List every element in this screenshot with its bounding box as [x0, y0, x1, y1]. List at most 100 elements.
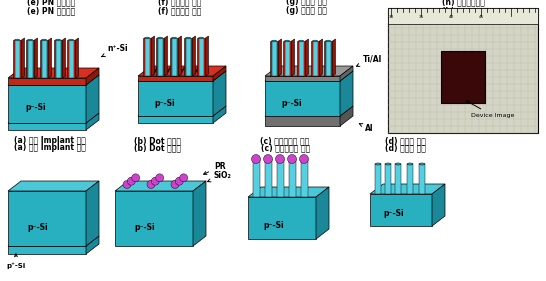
Polygon shape [278, 39, 282, 76]
Polygon shape [300, 159, 307, 197]
Circle shape [171, 180, 179, 189]
Polygon shape [432, 184, 445, 226]
Ellipse shape [385, 163, 391, 165]
Polygon shape [156, 38, 164, 76]
Polygon shape [138, 76, 213, 81]
Polygon shape [276, 159, 283, 197]
Polygon shape [197, 38, 205, 76]
Ellipse shape [27, 39, 33, 41]
Text: (f) 활성영역 형성: (f) 활성영역 형성 [158, 0, 201, 6]
Text: Al: Al [359, 124, 373, 133]
Circle shape [288, 155, 296, 164]
Text: PR: PR [204, 162, 225, 175]
Text: 35: 35 [418, 15, 424, 19]
Circle shape [123, 180, 131, 189]
Polygon shape [39, 40, 49, 78]
Polygon shape [27, 40, 33, 78]
Polygon shape [138, 71, 226, 81]
Polygon shape [15, 40, 20, 78]
Text: p⁻-Si: p⁻-Si [281, 99, 301, 108]
Polygon shape [288, 159, 295, 197]
Polygon shape [41, 40, 46, 78]
Polygon shape [169, 38, 179, 76]
Circle shape [175, 177, 183, 185]
Polygon shape [370, 194, 432, 226]
Text: Ti/Al: Ti/Al [357, 54, 382, 66]
Polygon shape [56, 40, 61, 78]
Polygon shape [205, 36, 209, 76]
Polygon shape [171, 38, 176, 76]
Polygon shape [292, 39, 294, 76]
Ellipse shape [68, 39, 74, 41]
Polygon shape [26, 40, 34, 78]
Circle shape [264, 155, 272, 164]
Text: (e) PN 접합형성: (e) PN 접합형성 [27, 0, 75, 6]
Circle shape [147, 180, 155, 189]
Polygon shape [299, 41, 304, 76]
Polygon shape [265, 81, 340, 116]
Polygon shape [179, 36, 181, 76]
Polygon shape [186, 38, 191, 76]
Circle shape [276, 155, 284, 164]
Text: (c) 수직나노선 에칭: (c) 수직나노선 에칭 [260, 136, 310, 145]
Circle shape [300, 155, 308, 164]
Polygon shape [316, 187, 329, 239]
Polygon shape [193, 36, 195, 76]
Polygon shape [252, 159, 259, 197]
Ellipse shape [299, 40, 304, 42]
Polygon shape [213, 106, 226, 123]
Polygon shape [138, 116, 213, 123]
Polygon shape [312, 41, 318, 76]
Bar [388, 8, 538, 24]
Polygon shape [323, 41, 333, 76]
Text: (b) Dot 패터닝: (b) Dot 패터닝 [134, 143, 181, 152]
Polygon shape [62, 38, 66, 78]
Polygon shape [311, 41, 319, 76]
Text: (g) 금속화 공정: (g) 금속화 공정 [286, 0, 327, 6]
Text: (e) PN 접합형성: (e) PN 접합형성 [27, 6, 75, 15]
Polygon shape [333, 39, 335, 76]
Polygon shape [145, 38, 150, 76]
Polygon shape [115, 191, 193, 246]
Text: n⁺-Si: n⁺-Si [102, 44, 128, 57]
Polygon shape [265, 116, 340, 126]
Polygon shape [115, 181, 206, 191]
Ellipse shape [300, 158, 307, 160]
Polygon shape [86, 75, 99, 123]
Polygon shape [157, 38, 163, 76]
Text: (c) 수직나노선 에칭: (c) 수직나노선 에칭 [262, 143, 311, 152]
Polygon shape [164, 36, 168, 76]
Polygon shape [8, 68, 99, 78]
Polygon shape [271, 41, 276, 76]
Text: (a) 후면 Implant 공정: (a) 후면 Implant 공정 [14, 143, 86, 152]
Circle shape [132, 174, 140, 182]
Polygon shape [86, 113, 99, 130]
Text: p⁻-Si: p⁻-Si [264, 221, 284, 230]
Polygon shape [213, 66, 226, 81]
Text: p⁻-Si: p⁻-Si [25, 103, 46, 112]
Polygon shape [138, 66, 226, 76]
Ellipse shape [199, 37, 204, 39]
Ellipse shape [419, 163, 425, 165]
Text: 40: 40 [448, 15, 454, 19]
Polygon shape [13, 40, 21, 78]
Ellipse shape [171, 37, 176, 39]
Bar [441, 51, 485, 103]
Polygon shape [8, 113, 99, 123]
Polygon shape [340, 71, 353, 116]
Ellipse shape [395, 163, 401, 165]
Text: p⁻-Si: p⁻-Si [383, 210, 404, 219]
Text: p⁻-Si: p⁻-Si [27, 223, 48, 232]
Polygon shape [375, 164, 381, 194]
Polygon shape [138, 81, 213, 116]
Polygon shape [264, 159, 271, 197]
Polygon shape [370, 184, 445, 194]
Ellipse shape [284, 40, 289, 42]
Polygon shape [21, 38, 25, 78]
Polygon shape [395, 164, 401, 194]
Ellipse shape [276, 158, 283, 160]
Text: (f) 활성영역 형성: (f) 활성영역 형성 [158, 6, 201, 15]
Polygon shape [67, 40, 75, 78]
Polygon shape [270, 41, 278, 76]
Ellipse shape [56, 39, 61, 41]
